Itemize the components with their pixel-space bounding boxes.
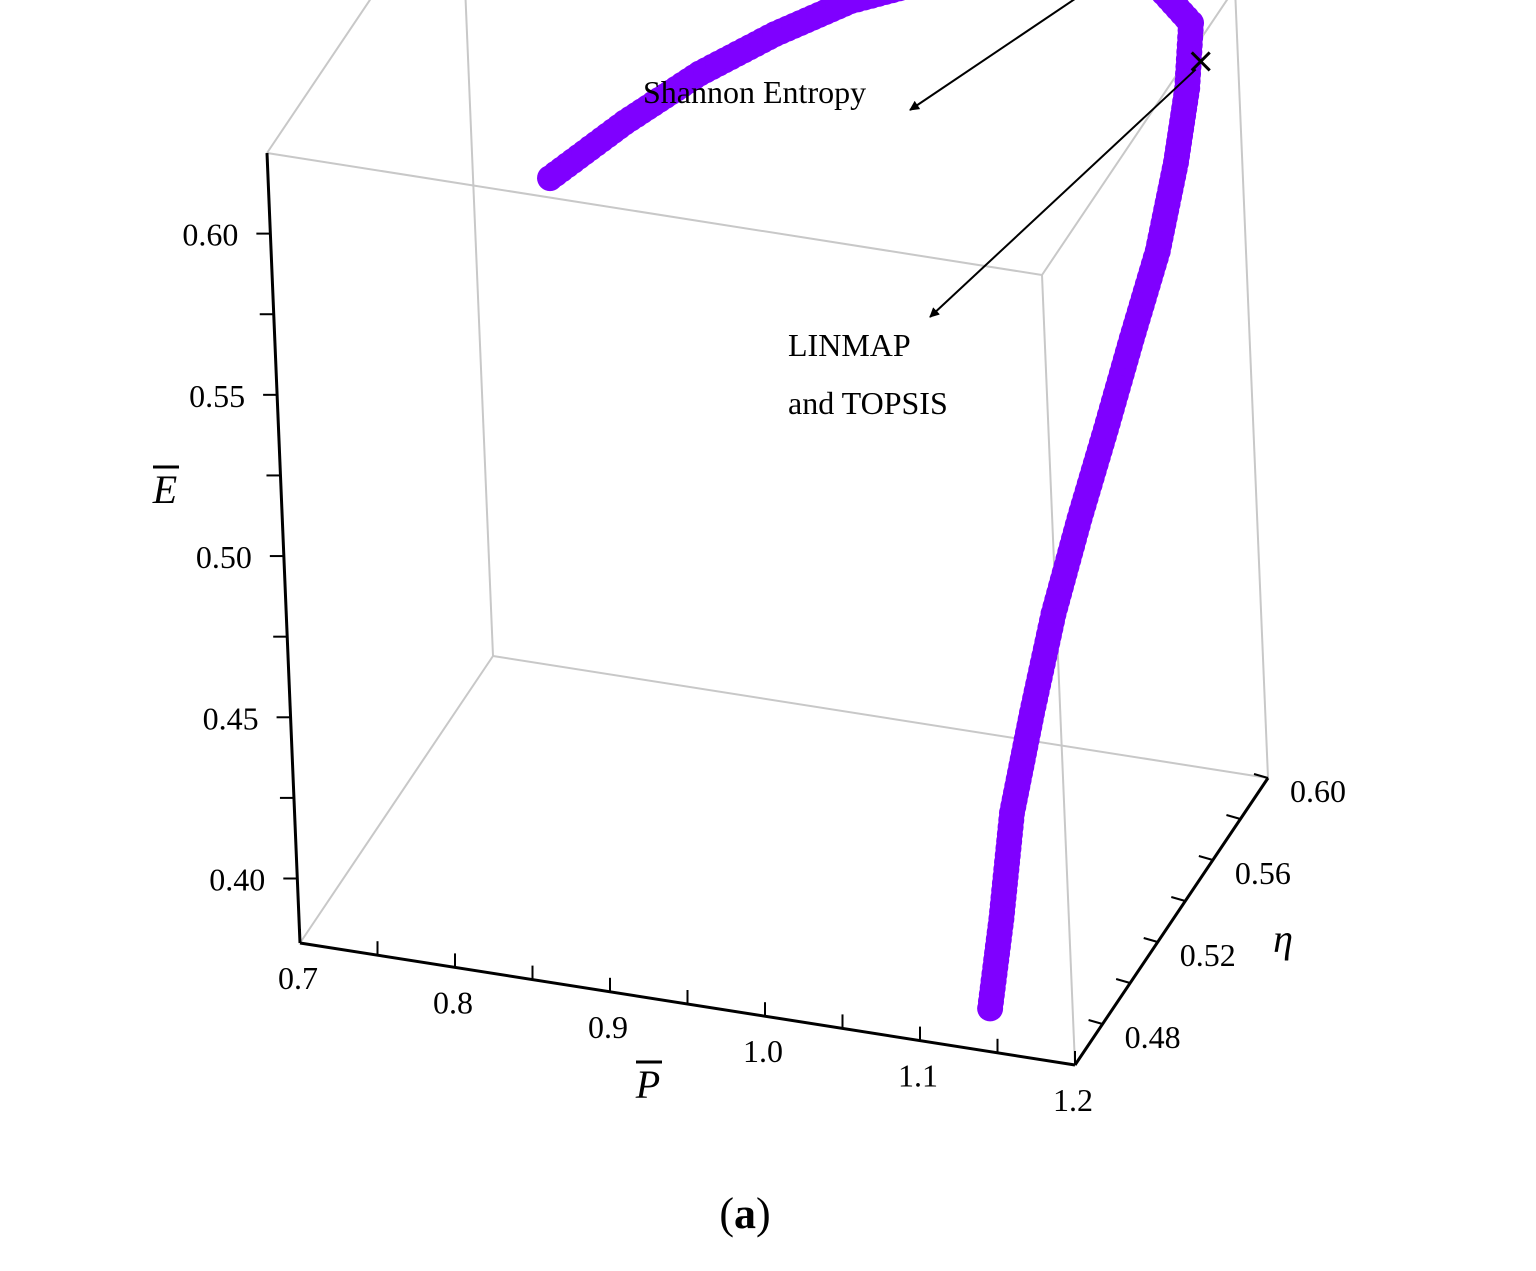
z-tick-label: 0.55 — [189, 378, 245, 414]
x-tick-label: 0.8 — [433, 984, 473, 1020]
linmap-arrow — [929, 68, 1197, 318]
y-tick-label: 0.60 — [1290, 773, 1346, 809]
z-axis-title: E — [152, 467, 177, 512]
x-tick-label: 0.7 — [278, 960, 318, 996]
x-tick-label: 1.0 — [743, 1033, 783, 1069]
box-edge — [464, 0, 494, 657]
bounding-box-back-edges — [266, 0, 1269, 1066]
data-point — [977, 995, 1004, 1022]
figure-caption: (a) — [719, 1189, 770, 1238]
linmap-marker-cross — [1190, 51, 1211, 72]
y-axis-tick — [1115, 978, 1131, 984]
annotation-shannon-entropy: Shannon Entropy — [643, 74, 866, 110]
caption-open: ( — [719, 1189, 734, 1238]
x-tick-label: 1.1 — [898, 1058, 938, 1094]
x-tick-label: 0.9 — [588, 1009, 628, 1045]
y-axis-tick — [1198, 855, 1214, 861]
data-points — [537, 0, 1205, 1022]
y-axis-line — [1073, 777, 1270, 1066]
axes-group: 0.7 0.8 0.9 1.0 1.1 1.2 0.48 0.52 0.56 0.60 0.40 0.… — [182, 152, 1346, 1118]
data-point — [893, 0, 905, 2]
z-axis-line — [265, 152, 302, 944]
annotation-linmap-topsis-line: LINMAP — [788, 327, 911, 363]
box-edge — [492, 655, 1269, 779]
caption-letter: a — [734, 1189, 756, 1238]
shannon-arrow — [909, 0, 1076, 111]
box-edge — [299, 655, 494, 944]
y-tick-label: 0.52 — [1180, 937, 1236, 973]
z-tick-label: 0.60 — [182, 217, 238, 253]
y-tick-label: 0.56 — [1235, 855, 1291, 891]
y-axis-tick — [1143, 937, 1158, 943]
axis-titles: Pη E — [152, 465, 1293, 1107]
y-axis-title: η — [1273, 916, 1293, 961]
y-axis-tick — [1253, 773, 1269, 779]
annotation-linmap-topsis-line: and TOPSIS — [788, 385, 948, 421]
annotations: Shannon Entropy LINMAP and TOPSIS — [643, 0, 1211, 421]
y-axis-tick — [1171, 896, 1186, 902]
y-axis-tick — [1226, 814, 1241, 820]
y-axis-tick — [1088, 1019, 1103, 1025]
box-edge — [1041, 274, 1076, 1066]
box-edge — [1234, 0, 1269, 779]
z-tick-label: 0.45 — [203, 700, 259, 736]
box-edge — [1041, 0, 1229, 276]
z-tick-label: 0.40 — [209, 862, 265, 898]
x-axis-title: P — [635, 1062, 660, 1107]
y-tick-label: 0.48 — [1125, 1019, 1181, 1055]
box-edge — [266, 0, 372, 154]
caption-close: ) — [756, 1189, 771, 1238]
x-tick-label: 1.2 — [1053, 1082, 1093, 1118]
z-tick-label: 0.50 — [196, 539, 252, 575]
box-edge — [266, 152, 1043, 276]
